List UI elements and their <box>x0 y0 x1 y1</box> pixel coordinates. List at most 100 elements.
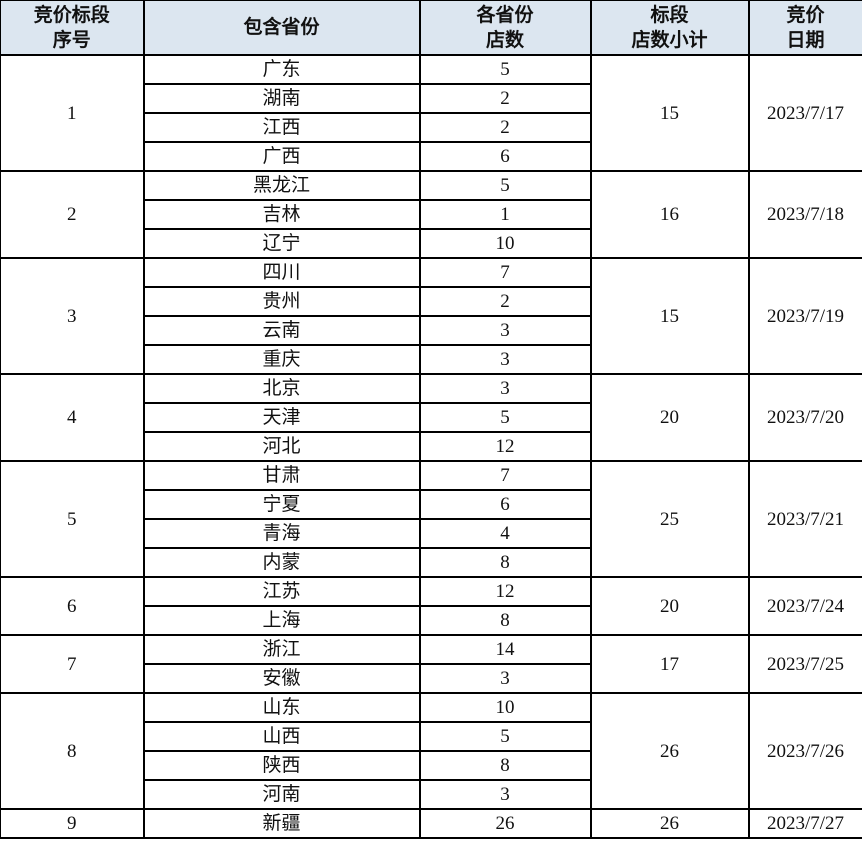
section-subtotal-cell: 20 <box>589 576 750 636</box>
section-subtotal-cell: 26 <box>589 808 750 839</box>
header-section-number: 竞价标段 序号 <box>0 0 145 56</box>
table-row: 5 甘肃 7 25 2023/7/21 <box>0 460 862 578</box>
store-count-cell: 2 <box>418 83 592 114</box>
table-row: 9 新疆 26 26 2023/7/27 <box>0 808 862 839</box>
table-row: 江西 2 <box>1 112 862 143</box>
table-row: 内蒙 8 <box>1 547 862 578</box>
province-cell: 上海 <box>142 605 421 636</box>
bid-date-cell: 2023/7/17 <box>747 54 862 172</box>
province-cell: 新疆 <box>142 808 421 839</box>
table-row: 青海 4 <box>1 518 862 549</box>
province-cell: 山西 <box>142 721 421 752</box>
bid-date-cell: 2023/7/24 <box>747 576 862 636</box>
section-number-cell: 4 <box>0 373 145 462</box>
section-subtotal-cell: 25 <box>589 460 750 578</box>
table-row: 8 山东 10 26 2023/7/26 <box>0 692 862 810</box>
section-number-cell: 9 <box>0 808 145 839</box>
province-cell: 浙江 <box>142 634 421 665</box>
table-row: 6 江苏 12 20 2023/7/24 <box>0 576 862 636</box>
province-cell: 黑龙江 <box>142 170 421 201</box>
province-cell: 安徽 <box>142 663 421 694</box>
province-cell: 内蒙 <box>142 547 421 578</box>
bid-date-cell: 2023/7/20 <box>747 373 862 462</box>
province-cell: 云南 <box>142 315 421 346</box>
province-cell: 陕西 <box>142 750 421 781</box>
store-count-cell: 6 <box>418 489 592 520</box>
section-number-cell: 7 <box>0 634 145 694</box>
store-count-cell: 10 <box>418 692 592 723</box>
province-cell: 青海 <box>142 518 421 549</box>
table-row: 辽宁 10 <box>1 228 862 259</box>
province-cell: 湖南 <box>142 83 421 114</box>
store-count-cell: 8 <box>418 547 592 578</box>
header-province-store-count: 各省份 店数 <box>418 0 592 56</box>
table-row: 陕西 8 <box>1 750 862 781</box>
table-row: 7 浙江 14 17 2023/7/25 <box>0 634 862 694</box>
section-number-cell: 6 <box>0 576 145 636</box>
province-cell: 河南 <box>142 779 421 810</box>
table-row: 云南 3 <box>1 315 862 346</box>
section-number-cell: 1 <box>0 54 145 172</box>
header-provinces: 包含省份 <box>142 0 421 56</box>
bid-date-cell: 2023/7/27 <box>747 808 862 839</box>
province-cell: 江苏 <box>142 576 421 607</box>
table-row: 3 四川 7 15 2023/7/19 <box>0 257 862 375</box>
store-count-cell: 2 <box>418 112 592 143</box>
table-row: 1 广东 5 15 2023/7/17 <box>0 54 862 172</box>
province-cell: 广东 <box>142 54 421 85</box>
store-count-cell: 3 <box>418 315 592 346</box>
section-number-cell: 5 <box>0 460 145 578</box>
bid-date-cell: 2023/7/25 <box>747 634 862 694</box>
province-cell: 宁夏 <box>142 489 421 520</box>
province-cell: 北京 <box>142 373 421 404</box>
province-cell: 辽宁 <box>142 228 421 259</box>
province-cell: 山东 <box>142 692 421 723</box>
store-count-cell: 12 <box>418 431 592 462</box>
store-count-cell: 5 <box>418 170 592 201</box>
table-row: 安徽 3 <box>1 663 862 694</box>
section-subtotal-cell: 15 <box>589 54 750 172</box>
header-section-subtotal: 标段 店数小计 <box>589 0 750 56</box>
bid-date-cell: 2023/7/21 <box>747 460 862 578</box>
table-row: 吉林 1 <box>1 199 862 230</box>
table-row: 广西 6 <box>1 141 862 172</box>
store-count-cell: 26 <box>418 808 592 839</box>
table-row: 贵州 2 <box>1 286 862 317</box>
store-count-cell: 12 <box>418 576 592 607</box>
table-row: 山西 5 <box>1 721 862 752</box>
section-subtotal-cell: 26 <box>589 692 750 810</box>
bid-date-cell: 2023/7/18 <box>747 170 862 259</box>
store-count-cell: 3 <box>418 779 592 810</box>
province-cell: 重庆 <box>142 344 421 375</box>
table-row: 重庆 3 <box>1 344 862 375</box>
section-subtotal-cell: 17 <box>589 634 750 694</box>
header-row: 竞价标段 序号 包含省份 各省份 店数 标段 店数小计 竞价 日期 <box>0 0 862 56</box>
store-count-cell: 10 <box>418 228 592 259</box>
table-body: 1 广东 5 15 2023/7/17 湖南 2 江西 2 广西 6 2 黑龙江 5 16 2023/7/18… <box>0 54 862 839</box>
province-cell: 贵州 <box>142 286 421 317</box>
section-number-cell: 8 <box>0 692 145 810</box>
store-count-cell: 7 <box>418 460 592 491</box>
section-number-cell: 3 <box>0 257 145 375</box>
section-number-cell: 2 <box>0 170 145 259</box>
table-row: 天津 5 <box>1 402 862 433</box>
province-cell: 广西 <box>142 141 421 172</box>
province-cell: 江西 <box>142 112 421 143</box>
province-cell: 四川 <box>142 257 421 288</box>
store-count-cell: 5 <box>418 721 592 752</box>
store-count-cell: 6 <box>418 141 592 172</box>
province-cell: 甘肃 <box>142 460 421 491</box>
store-count-cell: 8 <box>418 605 592 636</box>
table-row: 河北 12 <box>1 431 862 462</box>
table-row: 宁夏 6 <box>1 489 862 520</box>
section-subtotal-cell: 16 <box>589 170 750 259</box>
table-row: 湖南 2 <box>1 83 862 114</box>
store-count-cell: 4 <box>418 518 592 549</box>
table-row: 2 黑龙江 5 16 2023/7/18 <box>0 170 862 259</box>
store-count-cell: 5 <box>418 402 592 433</box>
store-count-cell: 5 <box>418 54 592 85</box>
bid-date-cell: 2023/7/19 <box>747 257 862 375</box>
store-count-cell: 3 <box>418 663 592 694</box>
store-count-cell: 1 <box>418 199 592 230</box>
